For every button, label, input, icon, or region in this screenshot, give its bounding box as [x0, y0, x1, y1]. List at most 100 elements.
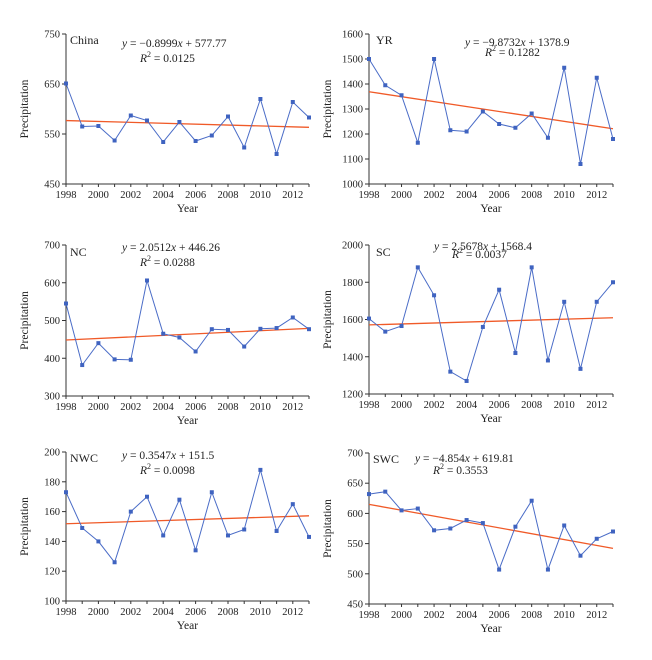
data-point — [128, 357, 133, 362]
x-tick-label: 2000 — [391, 610, 412, 621]
data-point — [226, 327, 230, 332]
data-point — [529, 265, 534, 270]
regression-equation: y = −0.8999x + 577.77 — [121, 38, 227, 50]
x-tick-label: 2006 — [185, 402, 206, 413]
data-point — [177, 120, 182, 124]
data-point — [258, 97, 263, 101]
panel-label: YR — [376, 33, 393, 47]
panel-label: NC — [70, 245, 87, 259]
y-tick-label: 1000 — [342, 180, 363, 191]
y-tick-label: 180 — [44, 477, 60, 488]
data-point — [226, 533, 230, 538]
x-tick-label: 1998 — [56, 402, 77, 413]
trend-line — [368, 91, 614, 130]
data-point — [112, 138, 117, 143]
y-tick-label: 650 — [44, 80, 60, 91]
y-tick-label: 450 — [347, 600, 363, 611]
trend-line — [368, 317, 614, 326]
data-point — [161, 533, 166, 538]
regression-equation: y = −9.8732x + 1378.9 — [464, 37, 570, 49]
r-squared: R2 = 0.0098 — [139, 462, 195, 477]
data-point — [415, 140, 420, 145]
data-point — [80, 363, 85, 368]
data-point — [128, 113, 133, 118]
data-point — [367, 492, 371, 497]
y-axis-label: Precipitation — [19, 291, 31, 350]
series-line — [65, 280, 310, 367]
data-point — [80, 525, 85, 530]
y-tick-label: 1200 — [342, 130, 363, 141]
x-tick-label: 2012 — [586, 400, 607, 411]
data-point — [578, 162, 583, 166]
chart-panel-nwc: 100 120 140 160 180 200 1998 2000 2002 2004 2006 20… — [19, 448, 311, 632]
data-point — [242, 344, 247, 349]
series-line — [368, 491, 614, 572]
data-point — [578, 366, 583, 371]
x-tick-label: 2012 — [586, 190, 607, 201]
x-tick-label: 2010 — [250, 190, 271, 201]
x-tick-label: 1998 — [56, 190, 77, 201]
x-axis-label: Year — [177, 620, 198, 632]
data-point — [96, 341, 101, 346]
x-tick-label: 2012 — [282, 190, 303, 201]
chart-panel-nc: 300 400 500 600 700 1998 2000 2002 2004 2006 2008 2… — [19, 241, 311, 427]
chart-panel-yr: 1000 1100 1200 1300 1400 1500 1600 1998 2000 2002… — [322, 30, 615, 215]
data-point — [193, 139, 198, 143]
y-tick-label: 500 — [347, 569, 363, 580]
data-point — [480, 324, 485, 329]
data-point — [290, 315, 295, 320]
data-point — [448, 128, 453, 133]
data-point — [594, 299, 599, 304]
x-tick-label: 2002 — [120, 190, 141, 201]
data-point — [258, 467, 263, 472]
data-point — [274, 326, 279, 331]
x-axis-label: Year — [480, 623, 501, 635]
data-point — [307, 534, 311, 539]
data-point — [177, 335, 182, 340]
y-tick-label: 1600 — [342, 315, 363, 326]
y-tick-label: 1400 — [342, 80, 363, 91]
series-line — [368, 266, 614, 382]
data-point — [448, 369, 453, 374]
x-tick-label: 2006 — [489, 610, 510, 621]
panel-label: SC — [376, 245, 391, 259]
y-tick-label: 750 — [44, 30, 60, 41]
x-tick-label: 2010 — [554, 190, 575, 201]
data-point — [448, 526, 453, 531]
x-axis-label: Year — [480, 413, 501, 425]
x-tick-label: 1998 — [359, 400, 380, 411]
panel-label: China — [70, 33, 99, 47]
y-tick-label: 120 — [44, 567, 60, 578]
x-tick-label: 2012 — [586, 610, 607, 621]
data-point — [307, 327, 311, 332]
data-point — [562, 65, 567, 70]
y-axis-label: Precipitation — [322, 79, 334, 138]
data-point — [399, 93, 404, 98]
regression-equation: y = 2.0512x + 446.26 — [121, 242, 220, 254]
x-tick-label: 2004 — [153, 190, 175, 201]
data-point — [193, 548, 198, 553]
data-point — [529, 111, 534, 116]
y-tick-label: 1500 — [342, 55, 363, 66]
data-point — [497, 122, 502, 126]
x-tick-label: 2002 — [120, 402, 141, 413]
data-point — [226, 114, 230, 119]
x-tick-label: 1998 — [56, 607, 77, 618]
data-point — [513, 524, 518, 529]
data-point — [193, 349, 198, 354]
x-tick-label: 2008 — [521, 610, 542, 621]
data-point — [464, 129, 469, 134]
data-point — [161, 140, 166, 144]
data-point — [64, 490, 68, 495]
y-tick-label: 400 — [44, 354, 60, 365]
x-tick-label: 2010 — [250, 607, 271, 618]
y-tick-label: 600 — [347, 509, 363, 520]
x-tick-label: 2004 — [153, 402, 175, 413]
x-tick-label: 2000 — [88, 607, 109, 618]
x-tick-label: 2010 — [250, 402, 271, 413]
x-tick-label: 2000 — [88, 190, 109, 201]
x-tick-label: 2010 — [554, 400, 575, 411]
r-squared: R2 = 0.0125 — [139, 50, 195, 65]
y-tick-label: 2000 — [342, 241, 363, 252]
y-axis-label: Precipitation — [19, 497, 31, 556]
